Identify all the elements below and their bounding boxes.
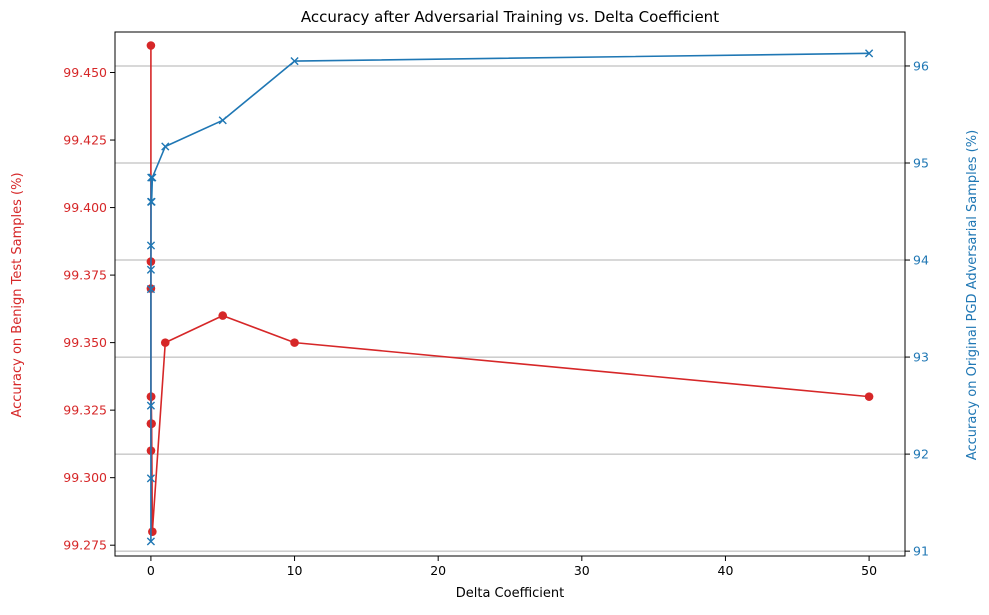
- y-left-tick-label: 99.300: [63, 470, 107, 485]
- data-point-left: [290, 338, 299, 347]
- y-right-tick-label: 91: [913, 544, 929, 559]
- y-left-tick-label: 99.275: [63, 538, 107, 553]
- plot-frame: [114, 31, 906, 557]
- data-point-right: [146, 401, 156, 410]
- x-tick-label: 0: [147, 563, 155, 578]
- series-layer: [146, 41, 874, 546]
- y-axis-left-title: Accuracy on Benign Test Samples (%): [10, 172, 25, 417]
- y-left-tick-label: 99.325: [63, 403, 107, 418]
- y-right-tick-label: 93: [913, 350, 929, 365]
- y-right-tick-label: 96: [913, 58, 929, 73]
- data-point-right: [218, 116, 227, 125]
- data-point-right: [146, 241, 156, 250]
- series-line-right: [150, 52, 870, 542]
- x-tick-label: 10: [287, 563, 303, 578]
- data-point-left: [146, 41, 156, 50]
- grid-layer: [115, 65, 905, 552]
- data-point-right: [864, 49, 874, 58]
- data-point-right: [146, 537, 156, 546]
- data-point-right: [146, 474, 156, 483]
- x-tick-label: 50: [861, 563, 877, 578]
- data-point-right: [161, 142, 170, 151]
- series-right: [146, 49, 874, 546]
- y-left-tick-label: 99.375: [63, 268, 107, 283]
- data-point-right: [147, 197, 156, 206]
- y-left-tick-label: 99.425: [63, 133, 107, 148]
- x-tick-label: 30: [574, 563, 590, 578]
- data-point-left: [148, 527, 157, 536]
- y-right-tick-label: 95: [913, 156, 929, 171]
- data-point-right: [147, 173, 156, 182]
- data-point-right: [290, 57, 299, 66]
- data-point-left: [864, 392, 874, 401]
- axis-layer: 0 10 20 30 40 50 99.275 99.300 99.325 99.350 99.37…: [63, 58, 929, 578]
- y-right-tick-label: 94: [913, 253, 929, 268]
- x-tick-label: 20: [430, 563, 446, 578]
- data-point-left: [160, 338, 170, 347]
- y-left-tick-label: 99.350: [63, 335, 107, 350]
- chart-title: Accuracy after Adversarial Training vs. …: [301, 8, 719, 26]
- data-point-right: [148, 173, 157, 182]
- x-tick-label: 40: [718, 563, 734, 578]
- data-point-right: [146, 285, 156, 294]
- y-right-tick-label: 92: [913, 447, 929, 462]
- x-axis-title: Delta Coefficient: [456, 586, 565, 601]
- data-point-right: [146, 265, 156, 274]
- y-axis-right-title: Accuracy on Original PGD Adversarial Sam…: [965, 130, 980, 460]
- y-left-tick-label: 99.400: [63, 200, 107, 215]
- y-left-tick-label: 99.450: [63, 65, 107, 80]
- data-point-left: [218, 311, 228, 320]
